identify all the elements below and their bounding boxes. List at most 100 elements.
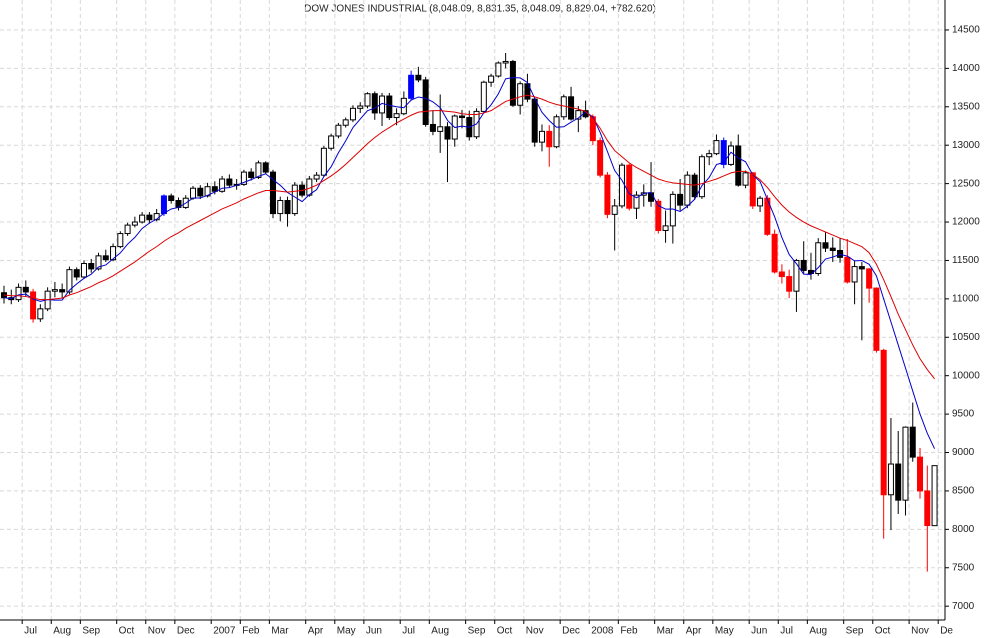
moving-average-line <box>3 77 936 449</box>
candle-body <box>51 289 58 292</box>
y-tick-label: 11000 <box>952 294 980 305</box>
y-tick-label: 7000 <box>952 601 975 612</box>
candle-body <box>524 83 531 100</box>
x-tick-label: Sep <box>468 626 486 637</box>
candle-body <box>284 200 291 215</box>
candle-body <box>342 119 349 126</box>
x-tick-label: De <box>940 626 953 637</box>
candle-body <box>880 349 887 496</box>
candle-body <box>517 83 524 106</box>
candle-body <box>604 174 611 215</box>
y-tick-label: 7500 <box>952 562 975 573</box>
y-tick-label: 8000 <box>952 524 975 535</box>
x-tick-label: Oct <box>497 626 513 637</box>
candle-body <box>531 98 538 143</box>
candle-body <box>546 130 553 148</box>
candle-body <box>575 110 582 120</box>
candle-body <box>393 113 400 119</box>
candle-body <box>633 194 640 209</box>
candle-body <box>240 171 247 185</box>
candle-body <box>124 224 131 235</box>
x-tick-label: Jun <box>751 626 767 637</box>
candle-body <box>917 456 924 492</box>
x-tick-label: Nov <box>148 626 166 637</box>
x-tick-label: Aug <box>53 626 71 637</box>
candle-body <box>139 214 146 223</box>
candle-body <box>655 200 662 231</box>
candle-body <box>778 271 785 278</box>
candle-body <box>364 93 371 107</box>
x-tick-label: Jul <box>780 626 793 637</box>
candle-body <box>95 255 102 270</box>
candle-body <box>248 171 255 178</box>
candle-body <box>328 135 335 149</box>
candle-body <box>735 145 742 186</box>
candle-body <box>66 269 73 293</box>
x-tick-label: Aug <box>809 626 827 637</box>
x-tick-label: 2007 <box>213 626 236 637</box>
y-tick-label: 13000 <box>952 140 980 151</box>
candle-body <box>749 172 756 207</box>
moving-average-line <box>3 94 935 380</box>
x-tick-label: Dec <box>177 626 195 637</box>
candle-body <box>793 259 800 292</box>
x-tick-label: Oct <box>875 626 891 637</box>
candle-body <box>146 214 153 221</box>
candle-body <box>269 171 276 215</box>
candle-body <box>866 268 873 289</box>
candle-body <box>873 287 880 351</box>
candle-body <box>626 164 633 209</box>
candle-body <box>400 97 407 115</box>
chart-title: DOW JONES INDUSTRIAL (8,048.09, 8,831.35… <box>304 4 656 15</box>
candle-body <box>553 116 560 148</box>
candle-body <box>219 178 226 192</box>
candle-body <box>611 205 618 215</box>
candle-body <box>837 249 844 258</box>
candle-body <box>786 276 793 292</box>
candle-body <box>822 242 829 249</box>
candle-body <box>887 463 894 496</box>
candle-body <box>662 225 669 231</box>
candle-body <box>291 184 298 215</box>
x-tick-label: Aug <box>431 626 449 637</box>
x-tick-label: 2008 <box>591 626 614 637</box>
y-tick-label: 12500 <box>952 178 980 189</box>
y-tick-label: 10500 <box>952 332 980 343</box>
candle-body <box>444 126 451 140</box>
candle-body <box>30 291 37 320</box>
candle-body <box>371 93 378 114</box>
candle-body <box>349 107 356 121</box>
candle-body <box>597 140 604 176</box>
x-tick-label: Sep <box>82 626 100 637</box>
candle-body <box>73 269 80 278</box>
candle-body <box>277 200 284 215</box>
candle-body <box>59 289 66 293</box>
x-tick-label: May <box>337 626 356 637</box>
candle-body <box>800 259 807 271</box>
x-tick-label: May <box>715 626 734 637</box>
candle-body <box>677 193 684 206</box>
candle-body <box>117 233 124 248</box>
candle-body <box>858 266 865 270</box>
y-tick-label: 10000 <box>952 370 980 381</box>
x-tick-label: Mar <box>271 626 289 637</box>
candle-body <box>815 242 822 275</box>
candle-body <box>211 186 218 192</box>
candle-body <box>131 221 138 226</box>
candle-body <box>829 247 836 251</box>
candle-body <box>502 60 509 64</box>
candle-body <box>313 174 320 180</box>
x-tick-label: Oct <box>119 626 135 637</box>
x-tick-label: Nov <box>911 626 929 637</box>
y-tick-label: 9000 <box>952 447 975 458</box>
x-tick-label: Dec <box>562 626 580 637</box>
x-tick-label: Sep <box>846 626 864 637</box>
candle-body <box>88 263 95 270</box>
candle-body <box>742 172 749 186</box>
candle-body <box>902 426 909 501</box>
y-tick-label: 13500 <box>952 101 980 112</box>
candle-body <box>691 174 698 198</box>
candle-body <box>408 74 415 99</box>
candle-body <box>226 178 233 186</box>
candle-body <box>909 426 916 458</box>
